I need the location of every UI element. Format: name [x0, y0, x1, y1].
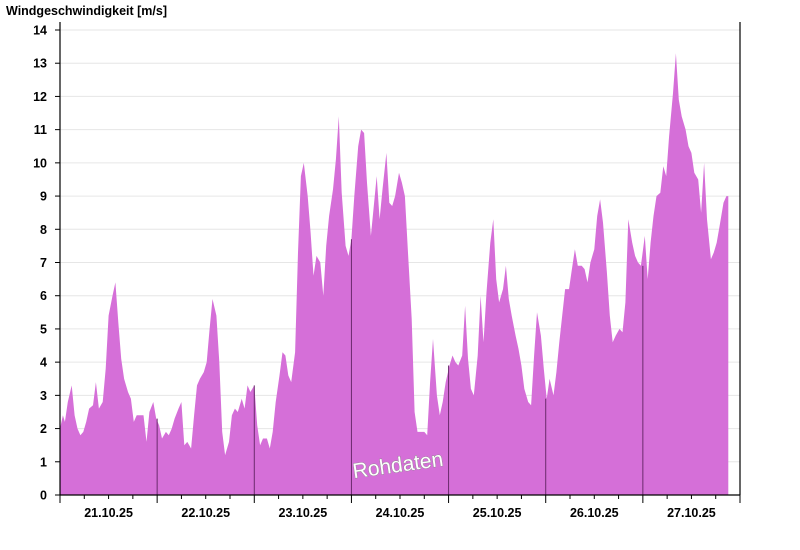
y-tick-label-2: 2	[40, 422, 47, 436]
day-divider-lines	[156, 239, 644, 495]
y-axis-label: Windgeschwindigkeit [m/s]	[6, 4, 167, 18]
x-tick-label-1: 22.10.25	[181, 506, 230, 520]
y-tick-label-12: 12	[33, 90, 47, 104]
axes	[55, 22, 741, 503]
y-tick-label-0: 0	[40, 489, 47, 503]
y-tick-label-8: 8	[40, 223, 47, 237]
x-tick-label-4: 25.10.25	[473, 506, 522, 520]
x-tick-label-2: 23.10.25	[279, 506, 328, 520]
y-tick-label-13: 13	[33, 57, 47, 71]
x-tick-labels: 21.10.25 22.10.25 23.10.25 24.10.25 25.10.25…	[84, 506, 716, 520]
y-tick-label-11: 11	[34, 123, 47, 137]
y-tick-label-4: 4	[40, 356, 47, 370]
series-area-layer	[60, 53, 729, 495]
y-tick-label-14: 14	[33, 24, 47, 38]
y-tick-label-7: 7	[40, 256, 47, 270]
y-tick-label-3: 3	[40, 389, 47, 403]
x-tick-label-5: 26.10.25	[570, 506, 619, 520]
y-tick-label-6: 6	[40, 289, 47, 303]
y-tick-label-5: 5	[40, 322, 47, 336]
series-area	[60, 53, 729, 495]
x-tick-label-6: 27.10.25	[667, 506, 716, 520]
x-tick-label-3: 24.10.25	[376, 506, 425, 520]
y-tick-label-9: 9	[40, 190, 47, 204]
y-tick-label-1: 1	[40, 455, 47, 469]
x-tick-label-0: 21.10.25	[84, 506, 133, 520]
y-tick-label-10: 10	[33, 156, 47, 170]
